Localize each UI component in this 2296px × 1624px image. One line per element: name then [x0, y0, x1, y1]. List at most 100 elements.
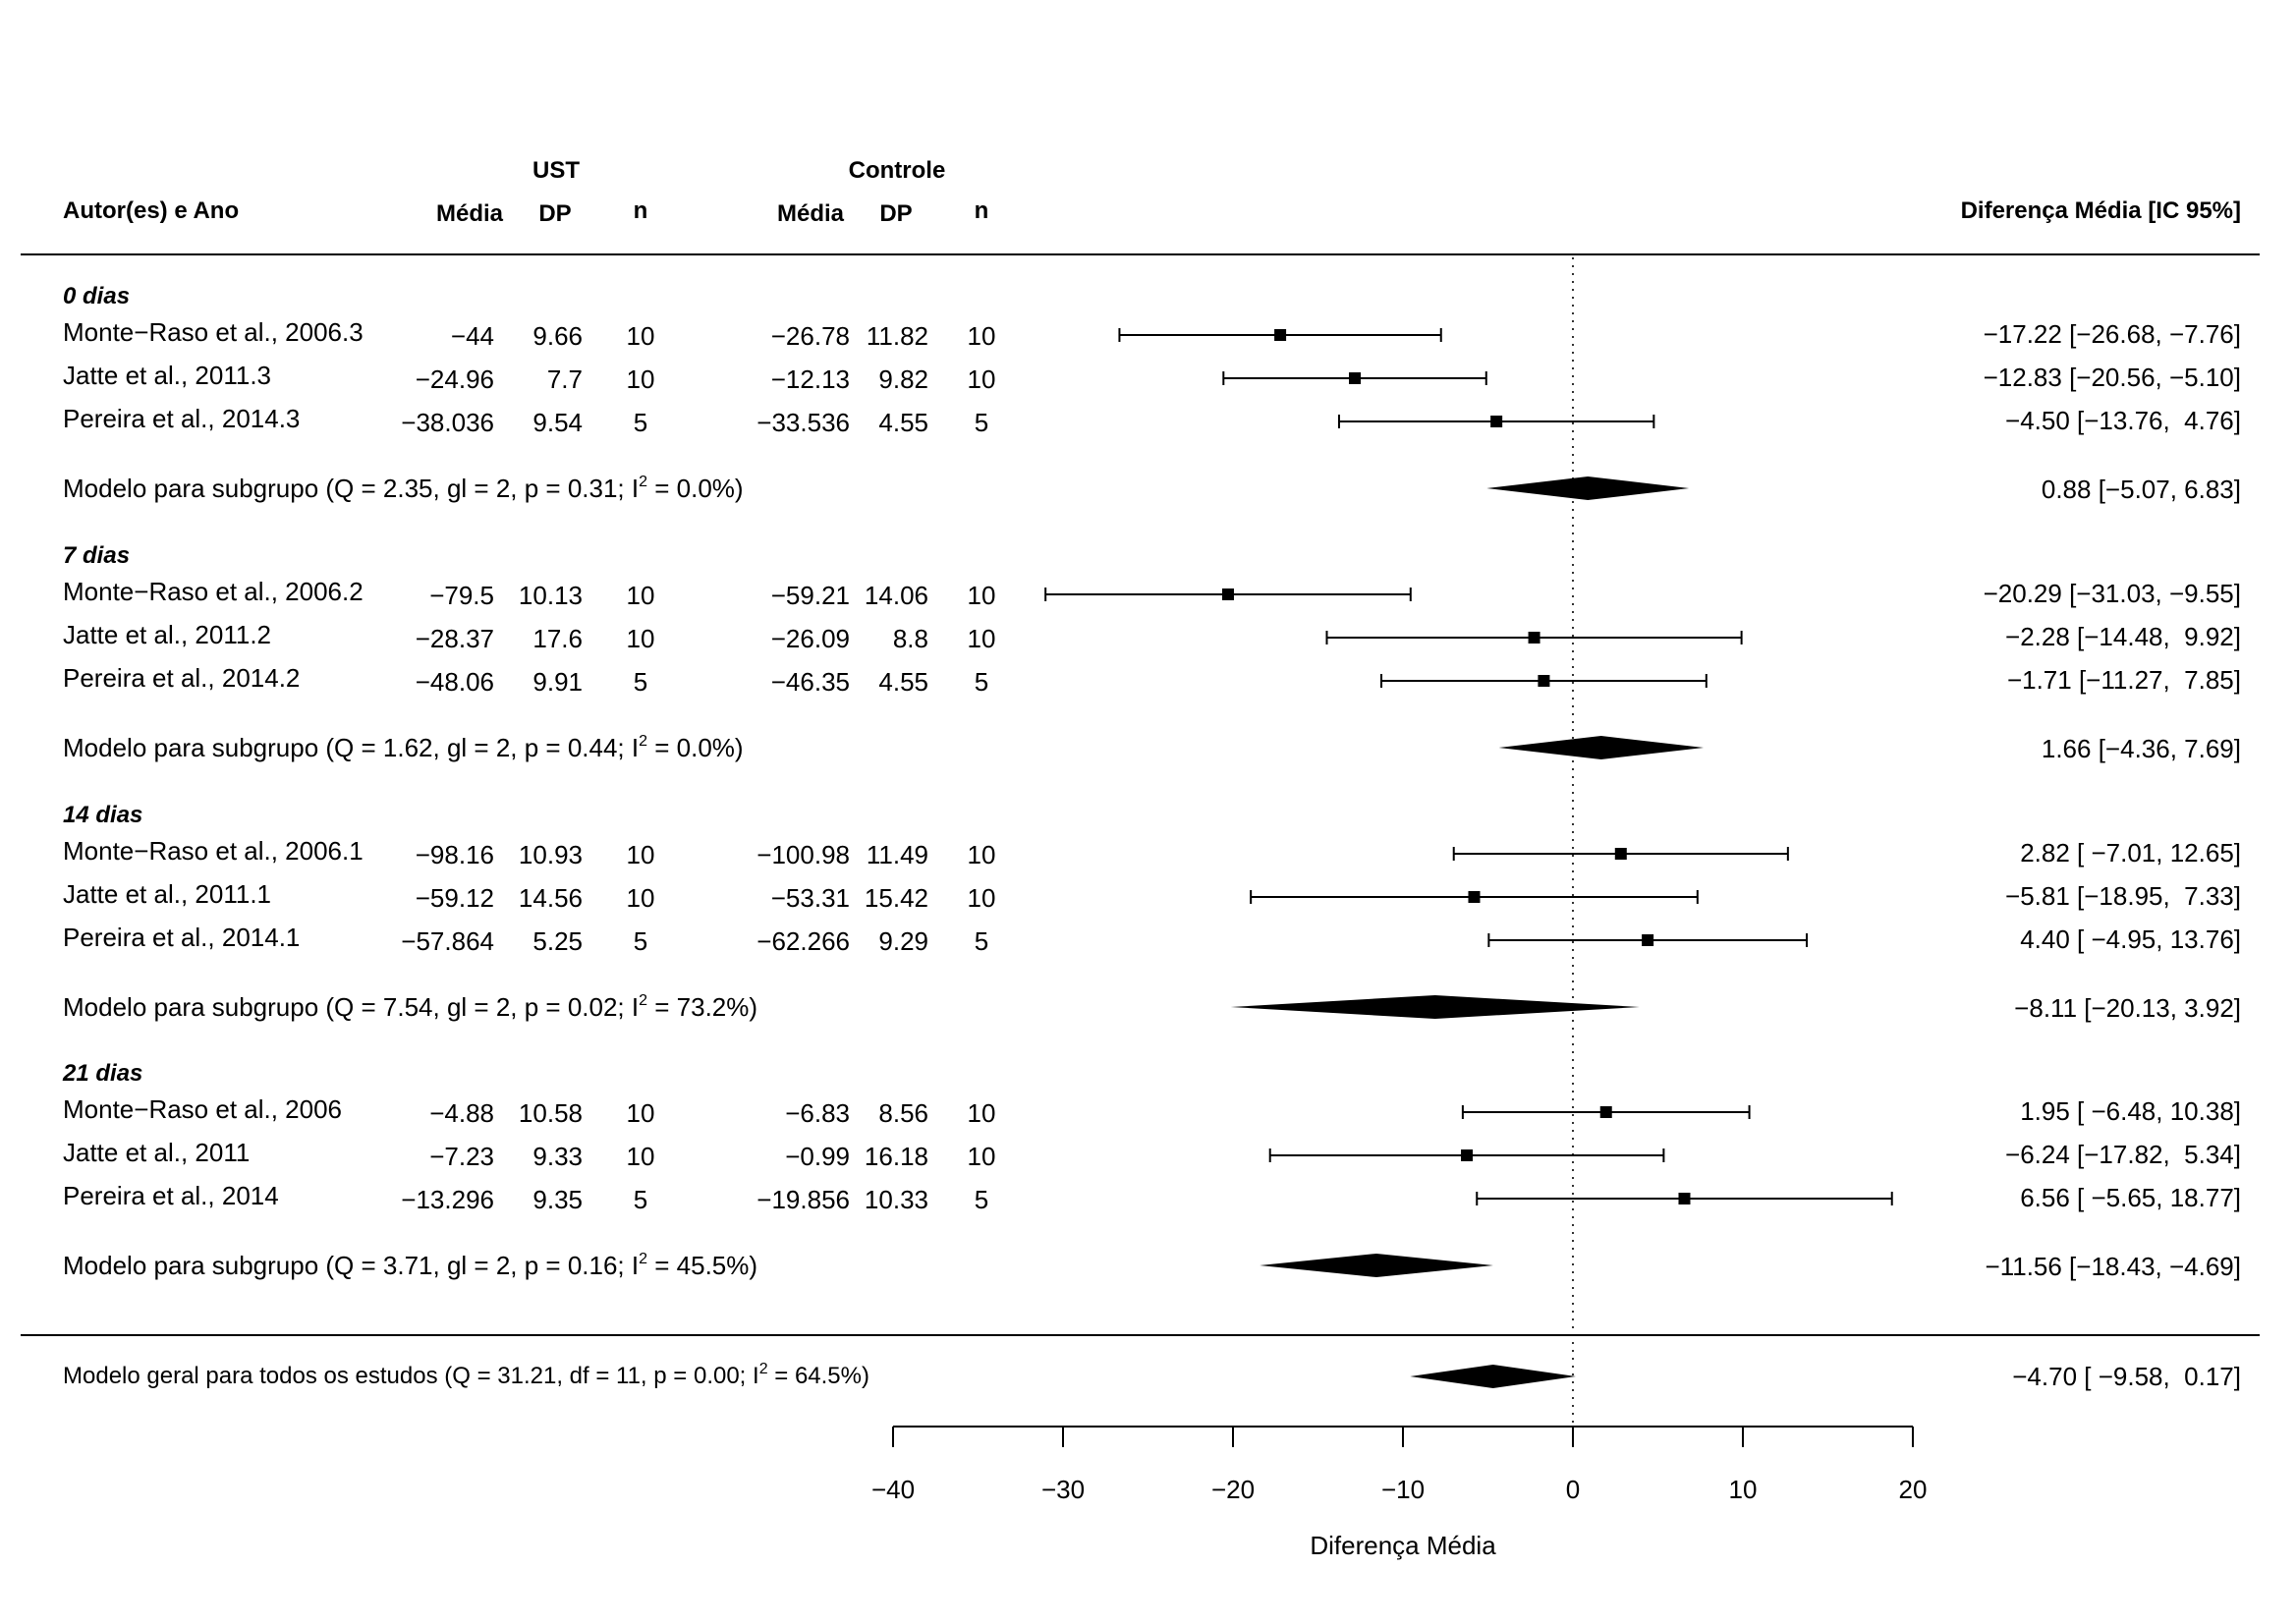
ctrl-n: 5 — [975, 667, 988, 697]
subgroup-diamond — [1230, 995, 1640, 1019]
ust-sd: 10.93 — [519, 840, 583, 869]
study-name: Jatte et al., 2011.1 — [63, 879, 271, 909]
effect-label: 4.40 [ −4.95, 13.76] — [2020, 924, 2241, 954]
ust-n: 10 — [627, 624, 655, 653]
ust-sd: 10.58 — [519, 1098, 583, 1128]
subgroup-diamond — [1260, 1254, 1493, 1277]
ctrl-mean: −62.266 — [756, 926, 850, 956]
study-name: Pereira et al., 2014 — [63, 1181, 279, 1210]
header-ust-mean: Média — [436, 200, 504, 227]
point-estimate — [1678, 1193, 1691, 1204]
ctrl-mean: −19.856 — [756, 1185, 850, 1214]
header-ctrl-mean: Média — [777, 200, 845, 227]
ust-mean: −57.864 — [401, 926, 494, 956]
subgroup-model-label: Modelo para subgrupo (Q = 7.54, gl = 2, … — [63, 992, 757, 1022]
header-ctrl-n: n — [975, 197, 989, 224]
header-group2: Controle — [849, 157, 946, 184]
overall-label: Modelo geral para todos os estudos (Q = … — [63, 1361, 869, 1389]
header-ust-n: n — [634, 197, 648, 224]
ctrl-sd: 10.33 — [865, 1185, 928, 1214]
ust-mean: −7.23 — [429, 1142, 494, 1171]
ctrl-sd: 11.49 — [867, 840, 928, 869]
ust-mean: −59.12 — [416, 883, 494, 913]
point-estimate — [1528, 632, 1540, 644]
ctrl-mean: −26.09 — [771, 624, 850, 653]
ust-mean: −98.16 — [416, 840, 494, 869]
ust-n: 5 — [634, 408, 647, 437]
study-name: Monte−Raso et al., 2006.1 — [63, 836, 364, 866]
study-name: Pereira et al., 2014.1 — [63, 923, 300, 952]
x-tick-label: 0 — [1566, 1475, 1580, 1504]
subgroup-model-label: Modelo para subgrupo (Q = 2.35, gl = 2, … — [63, 474, 744, 503]
effect-label: −4.50 [−13.76, 4.76] — [2005, 406, 2241, 435]
ust-mean: −28.37 — [416, 624, 494, 653]
ctrl-n: 10 — [968, 581, 996, 610]
x-tick-label: −40 — [871, 1475, 915, 1504]
effect-label: 6.56 [ −5.65, 18.77] — [2020, 1183, 2241, 1212]
point-estimate — [1461, 1149, 1474, 1161]
study-name: Jatte et al., 2011.2 — [63, 620, 271, 649]
ust-n: 5 — [634, 1185, 647, 1214]
ctrl-n: 5 — [975, 926, 988, 956]
ust-sd: 14.56 — [519, 883, 583, 913]
ust-sd: 9.54 — [532, 408, 583, 437]
effect-label: −1.71 [−11.27, 7.85] — [2007, 665, 2241, 695]
ctrl-sd: 4.55 — [878, 667, 928, 697]
point-estimate — [1642, 934, 1654, 946]
study-name: Monte−Raso et al., 2006 — [63, 1094, 342, 1124]
ust-sd: 9.35 — [532, 1185, 583, 1214]
ctrl-n: 10 — [968, 840, 996, 869]
subgroup-model-value: −8.11 [−20.13, 3.92] — [2014, 993, 2241, 1023]
ust-sd: 5.25 — [532, 926, 583, 956]
ctrl-mean: −12.13 — [771, 364, 850, 394]
study-name: Jatte et al., 2011 — [63, 1138, 250, 1167]
ctrl-mean: −53.31 — [771, 883, 850, 913]
subgroup-model-label: Modelo para subgrupo (Q = 3.71, gl = 2, … — [63, 1251, 757, 1280]
ctrl-mean: −46.35 — [771, 667, 850, 697]
ust-sd: 10.13 — [519, 581, 583, 610]
ust-mean: −44 — [451, 321, 494, 351]
ctrl-sd: 9.82 — [878, 364, 928, 394]
ctrl-n: 10 — [968, 883, 996, 913]
group-label: 0 dias — [63, 283, 130, 309]
effect-label: −2.28 [−14.48, 9.92] — [2005, 622, 2241, 651]
ust-mean: −4.88 — [429, 1098, 494, 1128]
ust-sd: 9.33 — [532, 1142, 583, 1171]
point-estimate — [1468, 891, 1481, 903]
ctrl-sd: 16.18 — [865, 1142, 928, 1171]
ctrl-n: 5 — [975, 408, 988, 437]
ust-n: 10 — [627, 883, 655, 913]
ctrl-sd: 8.8 — [893, 624, 928, 653]
ust-n: 10 — [627, 364, 655, 394]
ctrl-mean: −26.78 — [771, 321, 850, 351]
study-name: Pereira et al., 2014.2 — [63, 663, 300, 693]
subgroup-diamond — [1498, 736, 1705, 759]
ust-n: 10 — [627, 321, 655, 351]
ctrl-sd: 15.42 — [865, 883, 928, 913]
study-name: Monte−Raso et al., 2006.3 — [63, 317, 364, 347]
x-axis: −40 −30 −20 −10 0 10 20 — [871, 1426, 1928, 1504]
ust-n: 5 — [634, 667, 647, 697]
ust-mean: −48.06 — [416, 667, 494, 697]
point-estimate — [1274, 329, 1287, 341]
ctrl-sd: 11.82 — [867, 321, 928, 351]
x-tick-label: 10 — [1729, 1475, 1758, 1504]
ctrl-mean: −100.98 — [756, 840, 850, 869]
header-effect: Diferença Média [IC 95%] — [1961, 197, 2241, 224]
ctrl-n: 5 — [975, 1185, 988, 1214]
point-estimate — [1599, 1106, 1612, 1118]
ust-n: 10 — [627, 840, 655, 869]
ctrl-sd: 4.55 — [878, 408, 928, 437]
x-tick-label: 20 — [1899, 1475, 1928, 1504]
ust-mean: −38.036 — [401, 408, 494, 437]
point-estimate — [1614, 848, 1627, 860]
rows-layer: 0 dias Monte−Raso et al., 2006.3 −44 9.66 10… — [62, 257, 2241, 1425]
header-group1: UST — [532, 157, 580, 184]
subgroup-model-value: 1.66 [−4.36, 7.69] — [2042, 734, 2241, 763]
overall-value: −4.70 [ −9.58, 0.17] — [2012, 1362, 2241, 1391]
ust-mean: −24.96 — [416, 364, 494, 394]
effect-label: 2.82 [ −7.01, 12.65] — [2020, 838, 2241, 868]
header-study: Autor(es) e Ano — [63, 197, 239, 224]
group-label: 7 dias — [63, 542, 130, 569]
